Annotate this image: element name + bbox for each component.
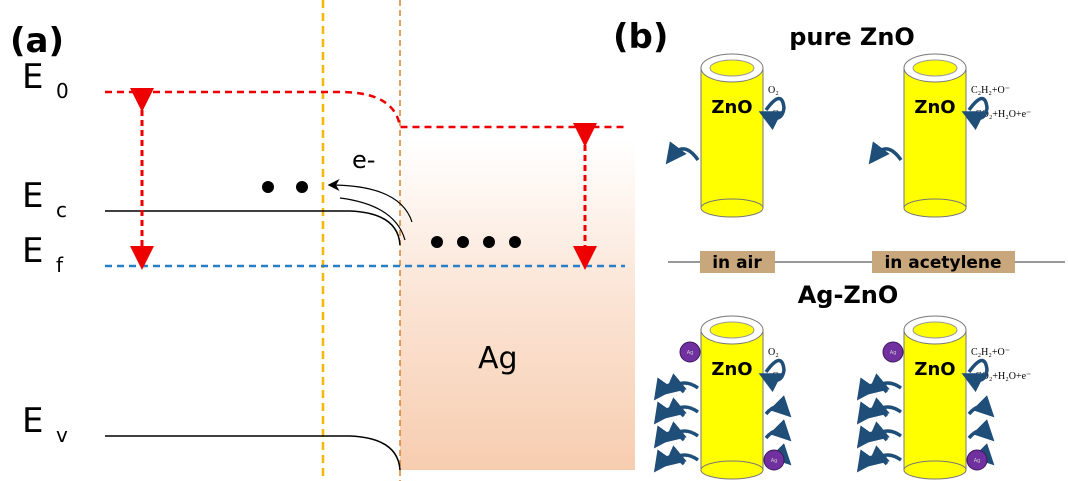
charge-arrow xyxy=(660,433,684,440)
ag-particle-label: Ag xyxy=(687,350,694,356)
rod-body xyxy=(701,68,763,208)
vacuum-level xyxy=(105,92,625,127)
condition-label: in air xyxy=(712,253,762,273)
charge-arrow xyxy=(660,409,684,416)
ag-particle-label: Ag xyxy=(890,350,897,356)
rod-label: ZnO xyxy=(914,359,955,380)
charge-arrow xyxy=(766,407,784,414)
rod-fill xyxy=(905,206,965,210)
rod-label: ZnO xyxy=(914,97,955,118)
transfer-arrow xyxy=(340,198,405,240)
charge-arrow xyxy=(863,409,887,416)
panel-label: (b) xyxy=(613,17,668,57)
rod-label: ZnO xyxy=(711,359,752,380)
species-label: O₂ xyxy=(768,85,779,96)
species-label: C₂H₂+O⁻ xyxy=(971,85,1010,96)
charge-arrow xyxy=(766,431,784,438)
electron-label: e- xyxy=(352,146,375,174)
level-subscript: 0 xyxy=(56,79,69,103)
rod-fill xyxy=(702,468,762,472)
level-subscript: v xyxy=(56,423,68,447)
rod-body xyxy=(904,330,966,470)
valence-band xyxy=(105,436,400,470)
metal-label: Ag xyxy=(478,341,518,376)
rod-body xyxy=(701,330,763,470)
ag-particle-label: Ag xyxy=(974,458,981,464)
rod-hole xyxy=(710,60,754,76)
charge-arrow xyxy=(660,385,684,392)
rod-fill xyxy=(702,206,762,210)
charge-arrow xyxy=(863,433,887,440)
section-title: pure ZnO xyxy=(789,23,915,51)
rod-hole xyxy=(710,322,754,338)
charge-arrow xyxy=(969,407,987,414)
level-subscript: f xyxy=(56,253,64,277)
charge-arrow xyxy=(660,457,684,464)
conduction-band xyxy=(105,211,400,245)
rod-label: ZnO xyxy=(711,97,752,118)
charge-arrow xyxy=(969,431,987,438)
level-symbol: E xyxy=(22,176,43,216)
section-title: Ag-ZnO xyxy=(798,281,899,309)
species-label: O₂ xyxy=(768,347,779,358)
charge-arrow xyxy=(672,149,698,160)
condition-label: in acetylene xyxy=(884,253,1001,273)
charge-arrow xyxy=(875,149,901,160)
species-label: C₂H₂+O⁻ xyxy=(971,347,1010,358)
level-symbol: E xyxy=(22,57,43,97)
rod-hole xyxy=(913,60,957,76)
level-symbol: E xyxy=(22,401,43,441)
rod-hole xyxy=(913,322,957,338)
panel-label: (a) xyxy=(10,21,64,61)
figure: (a) e- Ag in air in acetylene (b) pure Z… xyxy=(0,0,1068,481)
charge-arrow xyxy=(863,457,887,464)
rod-fill xyxy=(905,468,965,472)
ag-region xyxy=(400,140,635,470)
rod-body xyxy=(904,68,966,208)
ag-particle-label: Ag xyxy=(771,458,778,464)
level-symbol: E xyxy=(22,231,43,271)
level-subscript: c xyxy=(56,198,67,222)
charge-arrow xyxy=(863,385,887,392)
